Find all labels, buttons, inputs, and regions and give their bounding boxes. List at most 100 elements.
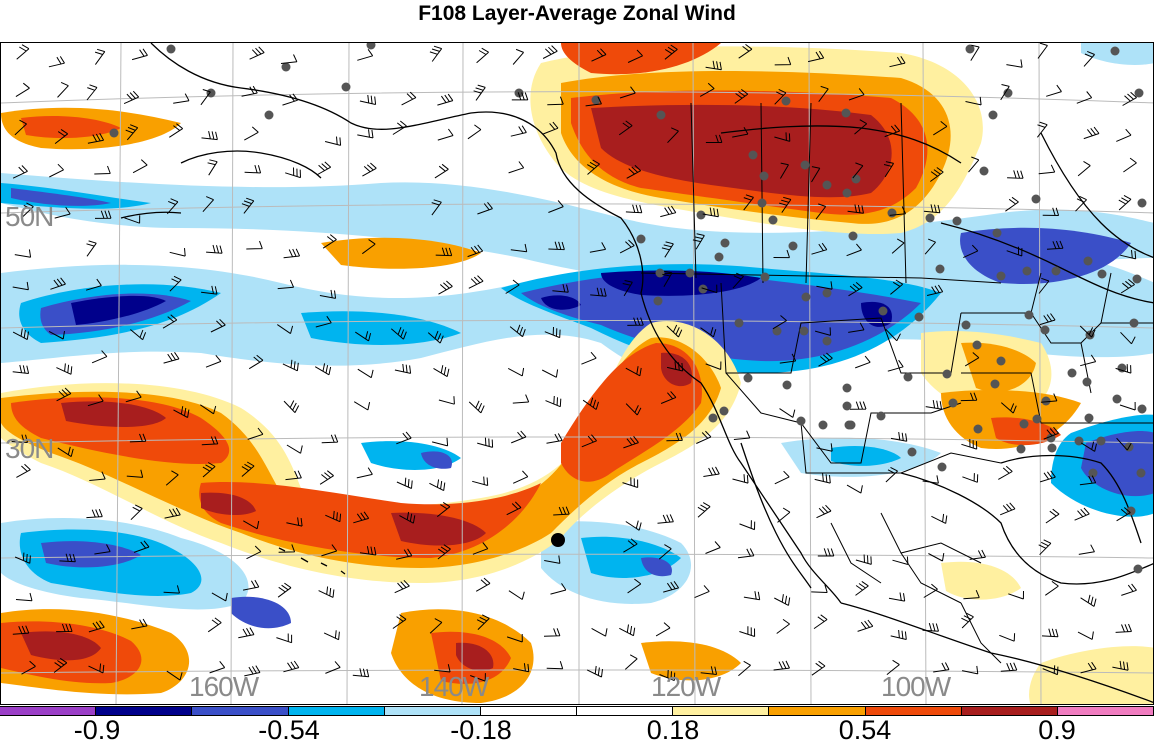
wind-barb bbox=[210, 318, 226, 333]
wind-barb bbox=[970, 44, 980, 61]
wind-barb bbox=[738, 44, 753, 59]
wind-barbs bbox=[11, 43, 1137, 682]
wind-barb bbox=[21, 660, 36, 675]
wind-barb bbox=[1046, 84, 1062, 97]
wind-barb bbox=[1038, 277, 1050, 294]
wind-barb bbox=[86, 240, 97, 257]
wind-barb bbox=[1039, 313, 1056, 326]
lat-label-50n: 50N bbox=[5, 201, 54, 232]
wind-barb bbox=[548, 241, 565, 251]
wind-barb bbox=[87, 394, 104, 407]
wind-barb bbox=[57, 81, 69, 98]
chart-title: F108 Layer-Average Zonal Wind bbox=[418, 2, 736, 25]
wind-barb bbox=[701, 284, 718, 294]
wind-barb bbox=[476, 47, 489, 64]
wind-barb bbox=[362, 162, 377, 177]
wind-barb bbox=[12, 328, 29, 341]
wind-barb bbox=[244, 164, 262, 174]
wind-barb bbox=[667, 127, 679, 144]
wind-barb bbox=[243, 579, 260, 591]
wind-barb bbox=[353, 401, 371, 411]
wind-barb bbox=[130, 504, 143, 521]
wind-barb bbox=[960, 392, 978, 402]
wind-barb bbox=[1077, 631, 1094, 640]
wind-barb bbox=[201, 285, 218, 295]
wind-barb bbox=[48, 330, 65, 340]
wind-barb bbox=[968, 156, 980, 173]
wind-barb bbox=[627, 578, 642, 594]
wind-barb bbox=[962, 473, 979, 483]
wind-barb bbox=[625, 403, 642, 416]
wind-barb bbox=[211, 592, 228, 602]
wind-barb bbox=[353, 511, 370, 524]
wind-barb bbox=[319, 289, 337, 299]
wind-barb bbox=[779, 196, 792, 213]
lon-label-120w: 120W bbox=[651, 671, 721, 702]
wind-barb bbox=[816, 504, 832, 519]
wind-barb bbox=[362, 239, 376, 255]
wind-barb bbox=[16, 463, 31, 478]
station-dots bbox=[109, 43, 1147, 574]
wind-barb bbox=[963, 590, 980, 600]
wind-barb bbox=[734, 88, 749, 104]
wind-barb bbox=[1045, 508, 1060, 524]
wind-barb bbox=[660, 391, 677, 404]
wind-barb bbox=[283, 400, 300, 413]
wind-barb bbox=[961, 665, 979, 675]
wind-barb bbox=[1037, 121, 1048, 138]
wind-barb bbox=[123, 90, 140, 105]
wind-barb bbox=[585, 96, 602, 107]
wind-barb bbox=[811, 166, 821, 183]
wind-barb bbox=[321, 544, 338, 557]
wind-barb bbox=[931, 513, 948, 524]
wind-barb bbox=[89, 471, 106, 481]
wind-barb bbox=[661, 241, 674, 258]
wind-barb bbox=[94, 165, 111, 175]
wind-barb bbox=[663, 581, 680, 593]
wind-barb bbox=[1116, 437, 1132, 451]
wind-barb bbox=[429, 45, 443, 62]
wind-barb bbox=[854, 119, 868, 135]
wind-barb bbox=[1120, 279, 1135, 294]
wind-barb bbox=[889, 56, 906, 68]
wind-barb bbox=[705, 361, 722, 370]
wind-barb bbox=[590, 287, 607, 297]
wind-barb bbox=[164, 507, 181, 519]
wind-barb bbox=[1039, 470, 1056, 483]
wind-barb bbox=[507, 367, 525, 377]
wind-barb bbox=[1000, 402, 1017, 414]
wind-barb bbox=[283, 248, 301, 259]
wind-barb bbox=[885, 328, 901, 342]
wind-barb bbox=[11, 434, 28, 443]
wind-barb bbox=[285, 167, 301, 179]
wind-barb bbox=[847, 204, 864, 214]
wind-barb bbox=[625, 366, 642, 377]
wind-barb bbox=[1043, 426, 1059, 440]
wind-barb bbox=[546, 661, 564, 670]
colorbar-label: -0.9 bbox=[73, 715, 121, 745]
wind-barb bbox=[619, 239, 635, 254]
wind-barb bbox=[624, 654, 638, 670]
wind-barb bbox=[243, 520, 260, 530]
wind-barb bbox=[705, 134, 723, 143]
wind-barb bbox=[591, 627, 608, 637]
wind-barb bbox=[969, 549, 986, 560]
wind-barb bbox=[133, 540, 150, 553]
wind-barb bbox=[545, 395, 562, 408]
wind-barb bbox=[777, 507, 791, 523]
wind-barb bbox=[396, 548, 413, 560]
wind-barb bbox=[1080, 354, 1097, 367]
lon-label-140w: 140W bbox=[419, 671, 489, 702]
wind-barb bbox=[659, 669, 676, 682]
wind-barb bbox=[246, 545, 262, 560]
wind-barb bbox=[325, 510, 342, 523]
wind-barb bbox=[163, 585, 180, 594]
wind-barb bbox=[890, 432, 908, 442]
wind-barb bbox=[705, 541, 721, 554]
wind-barb bbox=[477, 201, 493, 215]
wind-barb bbox=[87, 133, 105, 144]
wind-barb bbox=[1123, 157, 1137, 173]
wind-barb bbox=[930, 167, 944, 182]
wind-barb bbox=[1046, 240, 1064, 250]
wind-barb bbox=[883, 161, 895, 178]
